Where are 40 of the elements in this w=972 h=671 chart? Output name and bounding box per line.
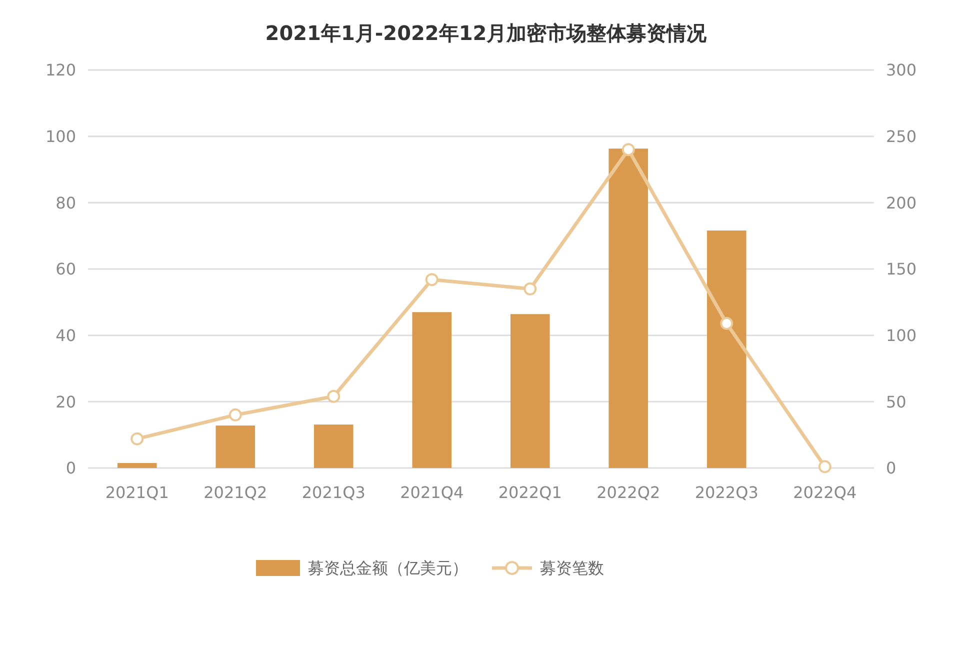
y2-tick-label: 200 xyxy=(886,193,917,212)
y-tick-label: 80 xyxy=(56,193,76,212)
point xyxy=(818,460,832,474)
y2-tick-label: 0 xyxy=(886,458,896,478)
x-tick-label: 2022Q3 xyxy=(694,483,758,502)
legend-label: 募资笔数 xyxy=(540,558,604,578)
bar xyxy=(216,426,256,468)
bar xyxy=(314,424,354,468)
x-tick-label: 2022Q2 xyxy=(596,483,660,502)
y2-tick-label: 300 xyxy=(886,60,917,80)
x-tick-label: 2022Q1 xyxy=(498,483,562,502)
x-tick-label: 2021Q2 xyxy=(204,483,268,502)
point xyxy=(327,390,340,403)
x-tick-label: 2021Q1 xyxy=(105,483,169,502)
y2-tick-label: 250 xyxy=(886,126,917,146)
y-tick-label: 40 xyxy=(56,326,76,345)
x-tick-label: 2022Q4 xyxy=(793,483,857,502)
y2-tick-label: 50 xyxy=(886,392,906,412)
y-tick-label: 0 xyxy=(66,458,76,478)
chart-title: 2021年1月-2022年12月加密市场整体募资情况 xyxy=(265,21,708,45)
y2-tick-label: 150 xyxy=(886,260,917,279)
point xyxy=(622,143,635,156)
y-tick-label: 100 xyxy=(45,126,76,146)
bar xyxy=(608,148,648,468)
y2-tick-label: 100 xyxy=(886,326,917,345)
y-tick-label: 20 xyxy=(56,392,76,412)
bar xyxy=(117,463,157,468)
bar xyxy=(412,312,452,468)
y-tick-label: 120 xyxy=(45,60,76,80)
point xyxy=(130,432,144,446)
point xyxy=(228,408,242,422)
bar xyxy=(706,230,746,468)
bar xyxy=(510,314,550,468)
x-tick-label: 2021Q4 xyxy=(400,483,464,502)
x-tick-label: 2021Q3 xyxy=(302,483,366,502)
point xyxy=(720,316,734,330)
legend-label: 募资总金额（亿美元） xyxy=(308,558,468,578)
point xyxy=(425,273,438,286)
y-tick-label: 60 xyxy=(56,260,76,279)
point xyxy=(524,282,537,296)
